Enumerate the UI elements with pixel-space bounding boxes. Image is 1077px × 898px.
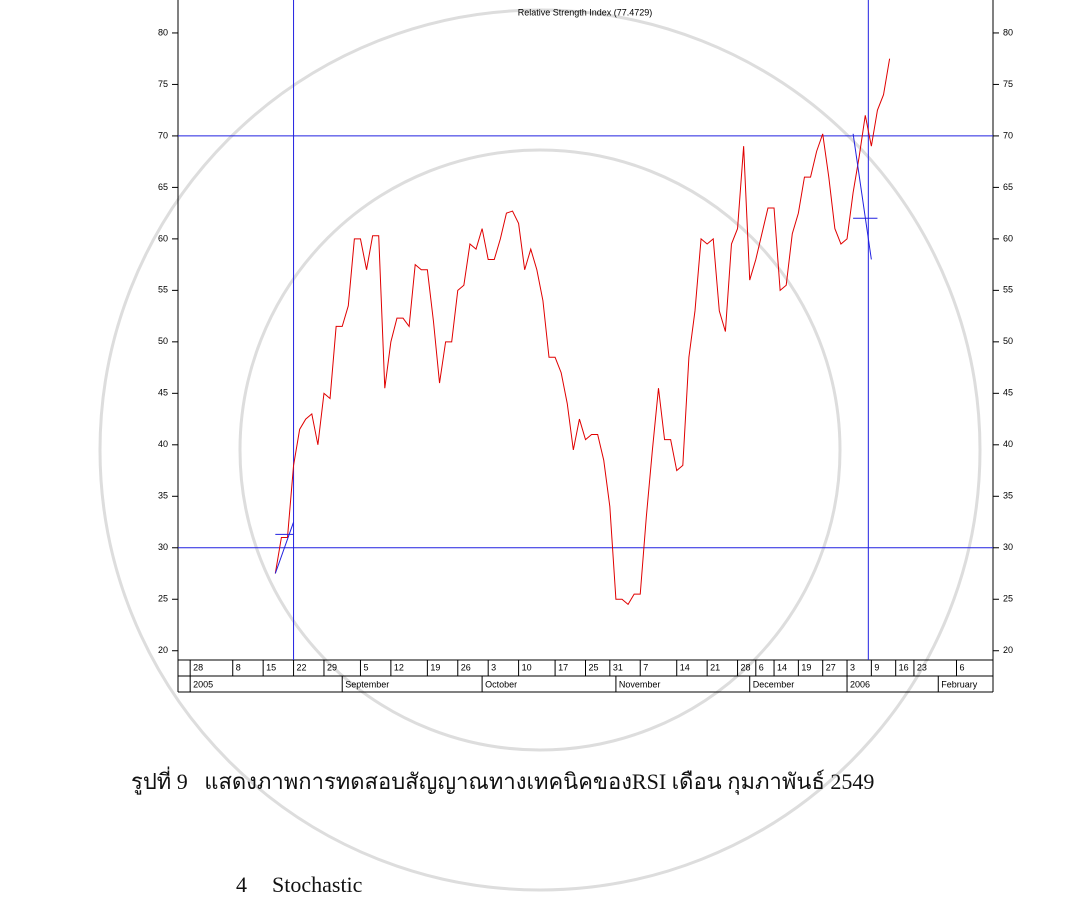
y-tick-label: 40 [1003,439,1013,449]
x-tick-label: 16 [899,662,909,672]
x-tick-label: 21 [710,662,720,672]
watermark [98,8,982,892]
x-tick-label: 14 [680,662,690,672]
x-tick-label: 15 [266,662,276,672]
period-label: 2006 [850,679,870,689]
y-tick-label: 30 [1003,542,1013,552]
y-tick-label: 50 [1003,336,1013,346]
y-tick-label: 70 [158,130,168,140]
chart-title: Relative Strength Index (77.4729) [518,7,653,17]
x-tick-label: 17 [558,662,568,672]
x-tick-label: 12 [394,662,404,672]
x-tick-label: 6 [960,662,965,672]
y-tick-label: 75 [158,79,168,89]
period-label: 2005 [193,679,213,689]
y-tick-label: 80 [158,27,168,37]
y-tick-label: 50 [158,336,168,346]
rsi-line [274,58,891,606]
x-tick-label: 28 [741,662,751,672]
period-label: October [485,679,517,689]
x-tick-label: 5 [363,662,368,672]
x-tick-label: 19 [801,662,811,672]
section-title: Stochastic [272,872,363,897]
x-tick-label: 31 [613,662,623,672]
signal-line [274,521,295,574]
x-tick-label: 28 [193,662,203,672]
y-tick-label: 60 [158,233,168,243]
x-tick-label: 3 [491,662,496,672]
y-tick-label: 80 [1003,27,1013,37]
y-tick-label: 55 [158,285,168,295]
y-tick-label: 35 [158,491,168,501]
caption: รูปที่ 9 แสดงภาพการทดสอบสัญญาณทางเทคนิคข… [131,769,875,794]
y-tick-label: 20 [158,645,168,655]
y-tick-label: 60 [1003,233,1013,243]
x-tick-label: 19 [430,662,440,672]
y-tick-label: 20 [1003,645,1013,655]
x-tick-label: 22 [297,662,307,672]
x-tick-label: 6 [759,662,764,672]
x-tick-label: 3 [850,662,855,672]
y-tick-label: 65 [158,182,168,192]
y-tick-label: 65 [1003,182,1013,192]
x-tick-label: 8 [236,662,241,672]
x-tick-label: 25 [589,662,599,672]
period-label: December [753,679,795,689]
x-tick-label: 23 [917,662,927,672]
y-tick-label: 45 [1003,388,1013,398]
x-tick-label: 27 [826,662,836,672]
x-tick-label: 7 [643,662,648,672]
y-tick-label: 75 [1003,79,1013,89]
period-label: September [345,679,389,689]
x-tick-label: 14 [777,662,787,672]
x-tick-label: 10 [522,662,532,672]
signal-line [852,133,872,260]
y-tick-label: 25 [1003,594,1013,604]
section-number: 4 [236,872,247,897]
y-tick-label: 30 [158,542,168,552]
y-tick-label: 40 [158,439,168,449]
y-tick-label: 25 [158,594,168,604]
y-tick-label: 45 [158,388,168,398]
period-label: February [941,679,978,689]
x-tick-label: 29 [327,662,337,672]
y-tick-label: 55 [1003,285,1013,295]
y-tick-label: 70 [1003,130,1013,140]
y-tick-label: 35 [1003,491,1013,501]
x-tick-label: 9 [874,662,879,672]
x-tick-label: 26 [461,662,471,672]
period-label: November [619,679,661,689]
